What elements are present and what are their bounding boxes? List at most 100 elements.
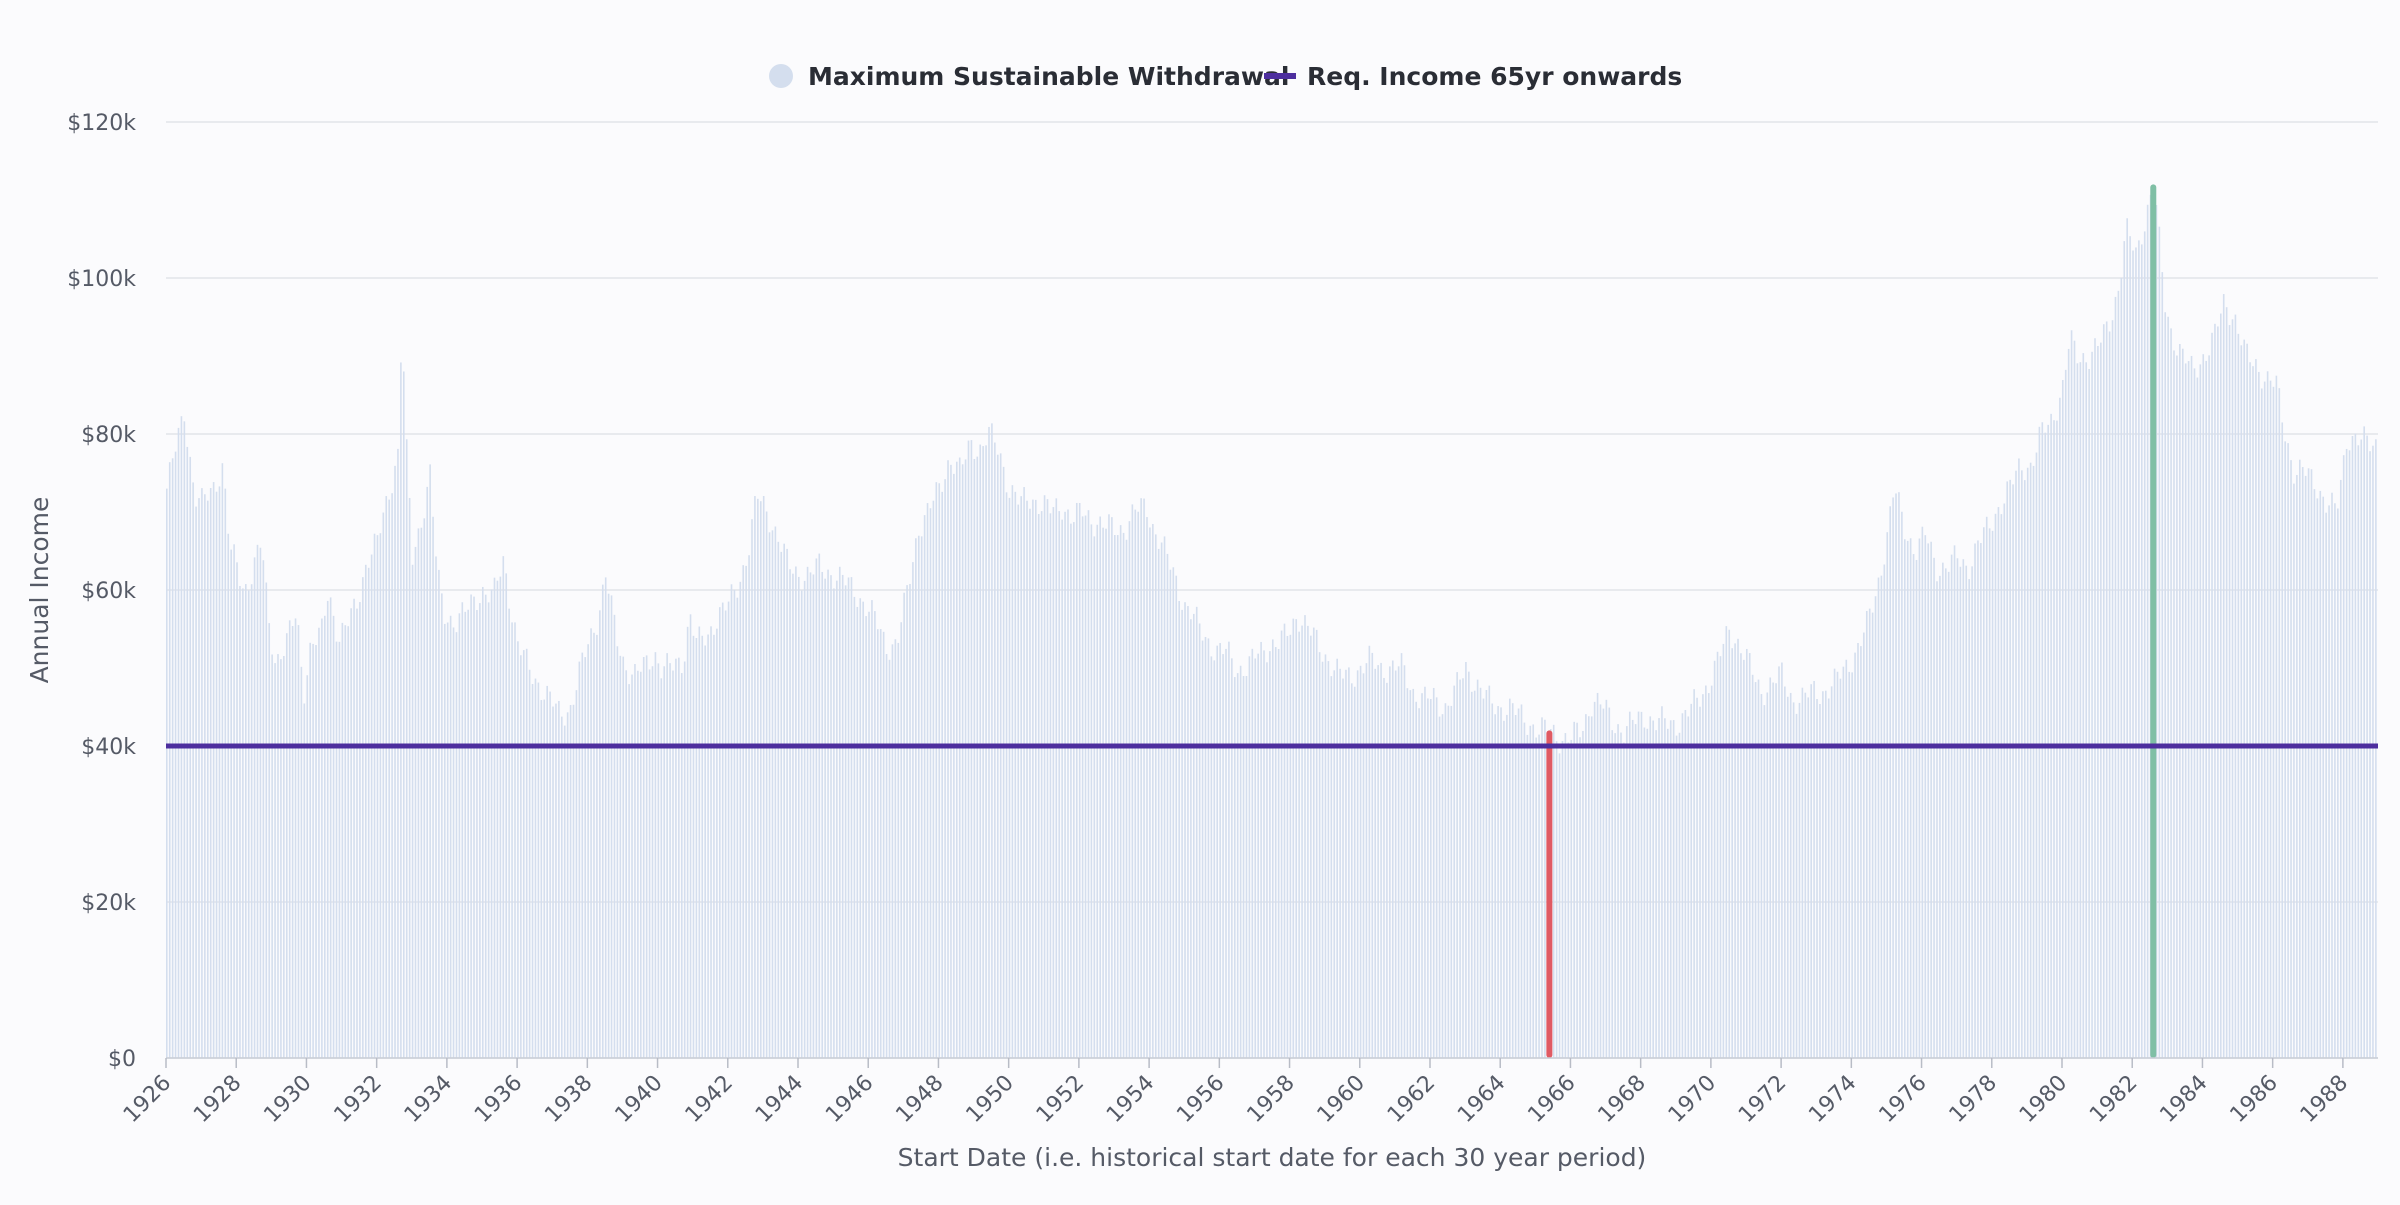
withdrawal-bar	[1178, 601, 1180, 1058]
withdrawal-bar	[613, 614, 616, 1058]
withdrawal-bar	[1274, 647, 1277, 1058]
withdrawal-bar	[1348, 667, 1350, 1058]
withdrawal-bar	[1640, 711, 1643, 1058]
withdrawal-bar	[1105, 528, 1107, 1058]
withdrawal-bar	[2193, 368, 2196, 1058]
withdrawal-bar	[227, 533, 230, 1058]
withdrawal-bar	[2290, 460, 2292, 1058]
withdrawal-bar	[578, 661, 581, 1058]
withdrawal-bar	[394, 465, 396, 1059]
withdrawal-bar	[1746, 648, 1748, 1058]
withdrawal-bar	[1921, 526, 1924, 1058]
legend-item-required-income[interactable]: Req. Income 65yr onwards	[1264, 62, 1682, 91]
withdrawal-bar	[1327, 661, 1330, 1058]
withdrawal-bar	[1295, 619, 1298, 1058]
withdrawal-bar	[1465, 661, 1467, 1058]
withdrawal-bar	[871, 600, 873, 1058]
withdrawal-bar	[1374, 668, 1377, 1058]
withdrawal-bar	[941, 491, 943, 1058]
withdrawal-bar	[1277, 649, 1280, 1058]
withdrawal-bar	[1157, 548, 1160, 1058]
withdrawal-bar	[1356, 670, 1359, 1058]
withdrawal-bar	[806, 566, 809, 1058]
withdrawal-bar	[929, 508, 932, 1058]
withdrawal-bar	[166, 488, 168, 1059]
withdrawal-bar	[1248, 656, 1251, 1058]
withdrawal-bar	[1406, 688, 1409, 1058]
withdrawal-bar	[754, 496, 756, 1058]
withdrawal-bar	[280, 659, 282, 1058]
withdrawal-bar	[2339, 479, 2342, 1059]
withdrawal-bar	[710, 626, 712, 1058]
withdrawal-bar	[546, 685, 548, 1058]
legend[interactable]: Maximum Sustainable Withdrawal Req. Inco…	[769, 62, 1682, 91]
withdrawal-bar	[2187, 361, 2190, 1058]
withdrawal-bar	[1927, 543, 1930, 1058]
withdrawal-bar	[2231, 319, 2234, 1058]
withdrawal-bar	[508, 608, 510, 1058]
withdrawal-bar	[1748, 653, 1751, 1058]
withdrawal-bar	[259, 547, 262, 1058]
withdrawal-bar	[727, 601, 730, 1058]
withdrawal-bar	[780, 551, 783, 1058]
x-tick-label: 1986	[2226, 1071, 2283, 1128]
withdrawal-bar	[1667, 728, 1669, 1058]
withdrawal-bar	[742, 565, 745, 1058]
withdrawal-bar	[879, 629, 882, 1058]
withdrawal-bar	[856, 606, 859, 1058]
withdrawal-bar	[408, 497, 411, 1058]
withdrawal-bar	[607, 593, 610, 1058]
legend-item-withdrawal[interactable]: Maximum Sustainable Withdrawal	[769, 62, 1289, 91]
withdrawal-bar	[625, 670, 627, 1058]
withdrawal-bar	[315, 645, 317, 1058]
withdrawal-bar	[1655, 730, 1657, 1058]
withdrawal-bar	[1582, 730, 1584, 1058]
withdrawal-bar	[1035, 499, 1037, 1058]
withdrawal-bar	[774, 526, 777, 1058]
withdrawal-bar	[1096, 524, 1099, 1058]
withdrawal-bar	[1956, 558, 1959, 1058]
withdrawal-bar	[1523, 722, 1526, 1058]
withdrawal-bar	[1447, 705, 1450, 1058]
withdrawal-bar	[1593, 701, 1596, 1058]
withdrawal-bar	[1980, 543, 1982, 1058]
withdrawal-bar	[168, 462, 171, 1058]
withdrawal-bar	[256, 544, 259, 1058]
withdrawal-bar	[686, 626, 689, 1058]
withdrawal-bar	[885, 654, 888, 1058]
withdrawal-bar	[2167, 316, 2169, 1058]
withdrawal-bar	[2252, 366, 2254, 1059]
x-tick-label: 1938	[540, 1071, 597, 1128]
withdrawal-bar	[1886, 532, 1889, 1058]
withdrawal-bar	[435, 556, 437, 1058]
withdrawal-bar	[528, 669, 531, 1058]
withdrawal-bar	[1195, 606, 1198, 1058]
withdrawal-bar	[680, 673, 683, 1058]
withdrawal-bar	[1781, 662, 1783, 1058]
withdrawal-bar	[420, 527, 423, 1058]
withdrawal-bar	[318, 627, 320, 1058]
withdrawal-bar	[329, 597, 332, 1058]
withdrawal-bar	[1819, 704, 1821, 1058]
withdrawal-bar	[268, 623, 271, 1058]
withdrawal-bar	[426, 486, 429, 1058]
withdrawal-bar	[2225, 307, 2228, 1058]
withdrawal-bar	[411, 564, 414, 1058]
withdrawal-bar	[1318, 652, 1321, 1058]
withdrawal-bar	[724, 610, 727, 1058]
withdrawal-bar	[522, 650, 525, 1058]
withdrawal-bar	[1690, 703, 1693, 1058]
withdrawal-bar	[1169, 569, 1172, 1058]
withdrawal-bar	[2158, 226, 2161, 1059]
withdrawal-bar	[1628, 711, 1631, 1058]
withdrawal-bar	[1075, 502, 1078, 1058]
withdrawal-bar	[2088, 368, 2090, 1058]
withdrawal-bar	[2337, 508, 2339, 1058]
withdrawal-bar	[1415, 701, 1417, 1058]
withdrawal-bar	[212, 482, 215, 1058]
withdrawal-bar	[2249, 362, 2251, 1059]
withdrawal-bar	[2006, 481, 2009, 1058]
withdrawal-bar	[900, 622, 903, 1058]
withdrawal-bar	[215, 491, 218, 1058]
withdrawal-bar	[698, 626, 701, 1058]
